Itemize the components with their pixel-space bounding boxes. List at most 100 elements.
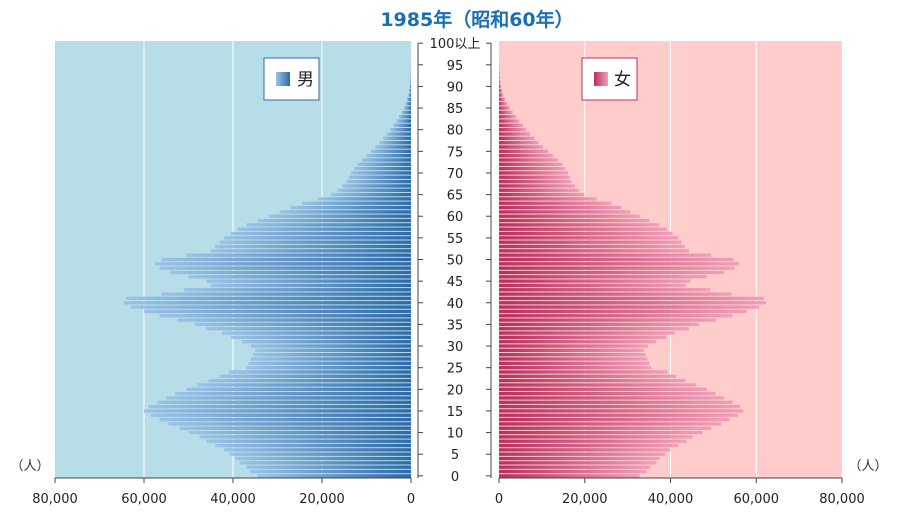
female-bar [499,418,730,421]
male-bar [124,301,411,304]
female-bar [499,383,696,386]
male-bar [346,180,411,183]
female-bar [499,301,766,304]
male-bar [206,440,411,443]
female-bar [499,474,640,477]
male-x-tick-label: 0 [407,492,415,507]
male-bar [396,119,411,122]
female-bar [499,124,523,127]
female-bar [499,275,707,278]
male-bar [250,470,411,473]
female-bar [499,72,500,75]
female-bar [499,141,538,144]
male-bar [160,418,411,421]
female-bar [499,427,711,430]
female-bar [499,189,579,192]
age-tick-label: 10 [447,427,464,442]
male-bar [291,206,411,209]
male-bar [157,401,411,404]
male-bar [280,210,411,213]
female-bar [499,102,507,105]
female-x-tick-label: 20,000 [562,492,608,507]
male-bar [302,202,411,205]
male-bar [390,128,411,131]
female-bar [499,379,686,382]
female-bar [499,414,738,417]
female-bar [499,249,689,252]
female-bar [499,453,665,456]
female-bar [499,310,747,313]
male-bar [151,414,411,417]
male-bar [246,223,411,226]
female-bar [499,85,501,88]
female-bar [499,349,644,352]
male-bar [144,409,411,412]
male-bar [180,427,411,430]
male-bar [189,275,412,278]
female-bar [499,461,656,464]
age-tick-label: 100以上 [430,37,481,52]
male-bar [231,232,411,235]
female-x-tick-label: 60,000 [734,492,780,507]
male-bar [242,340,411,343]
female-bar [499,396,724,399]
female-bar [499,271,724,274]
female-bar [499,279,690,282]
male-bar [410,80,411,83]
female-bar [499,210,630,213]
left-unit-label: （人） [10,459,49,474]
age-tick-label: 60 [447,210,464,225]
male-bar [171,271,411,274]
male-bar [410,85,411,88]
male-bar [177,318,411,321]
male-bar [189,431,412,434]
female-bar [499,292,731,295]
female-bar [499,409,743,412]
age-tick-label: 30 [447,340,464,355]
female-bar [499,76,500,79]
male-bar [318,197,411,200]
female-bar [499,184,575,187]
male-bar [251,357,411,360]
male-bar [237,228,411,231]
male-bar [160,314,411,317]
female-legend: 女 [582,58,637,100]
female-bar [499,431,703,434]
age-tick-label: 35 [447,318,464,333]
male-legend: 男 [264,58,319,100]
female-bar [499,80,500,83]
female-bar [499,262,739,265]
female-legend-label: 女 [614,70,631,90]
female-bar [499,180,571,183]
female-bar [499,202,611,205]
male-bar [387,132,411,135]
male-bar [240,461,411,464]
female-bar [499,470,646,473]
female-bar [499,163,562,166]
female-bar [499,93,503,96]
male-bar [186,388,411,391]
female-bar [499,115,516,118]
male-bar [155,262,411,265]
age-tick-label: 50 [447,254,464,269]
female-bar [499,323,699,326]
female-bar [499,284,686,287]
female-bar [499,223,659,226]
female-bar [499,448,671,451]
male-bar [175,392,411,395]
female-bar [499,288,710,291]
female-bar [499,314,733,317]
female-bar [499,366,651,369]
female-bar [499,401,733,404]
male-bar [402,111,411,114]
male-bar [338,189,411,192]
male-bar [215,444,411,447]
female-bar [499,388,707,391]
female-bar [499,154,553,157]
male-bar [211,284,411,287]
age-tick-label: 15 [447,405,464,420]
female-bar [499,440,686,443]
female-bar [499,98,505,101]
female-x-tick-label: 40,000 [648,492,694,507]
male-bar [168,422,411,425]
